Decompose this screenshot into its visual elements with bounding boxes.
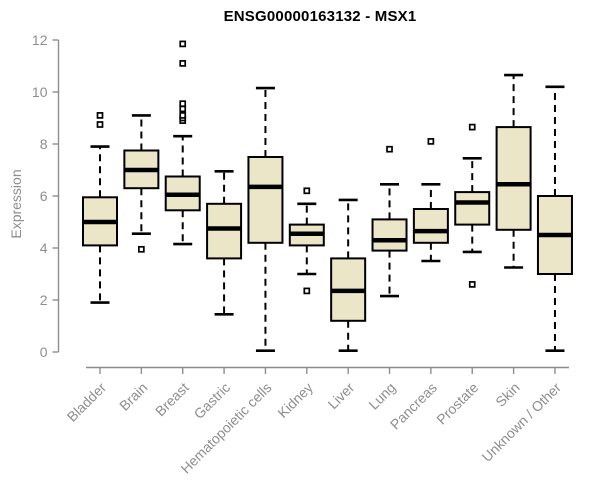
- outlier-point: [138, 245, 145, 253]
- y-tick-label: 0: [40, 344, 48, 360]
- outlier-point: [179, 60, 187, 67]
- x-tick-label: Brain: [116, 379, 150, 413]
- x-tick-label: Kidney: [274, 379, 316, 421]
- box-lung: [371, 218, 408, 252]
- outlier-point: [303, 187, 311, 195]
- x-tick-label: Skin: [492, 379, 523, 410]
- y-tick-label: 8: [40, 136, 48, 152]
- y-tick-label: 12: [32, 32, 48, 48]
- x-tick-label: Breast: [152, 379, 192, 419]
- box-skin: [495, 126, 532, 231]
- outlier-point: [96, 121, 104, 128]
- outlier-point: [386, 145, 393, 153]
- y-tick-label: 2: [40, 292, 48, 308]
- box-hematopoietic-cells: [247, 156, 284, 244]
- outlier-point: [468, 123, 476, 131]
- outlier-point: [179, 105, 187, 113]
- outlier-point: [303, 287, 311, 295]
- x-tick-label: Unknown / Other: [478, 379, 564, 465]
- outlier-point: [179, 112, 187, 119]
- x-tick-label: Lung: [365, 379, 398, 412]
- outlier-point: [427, 138, 435, 145]
- outlier-point: [96, 112, 104, 119]
- outlier-point: [468, 281, 476, 288]
- chart-title: ENSG00000163132 - MSX1: [223, 8, 417, 25]
- outlier-point: [179, 100, 187, 108]
- outlier-point: [179, 40, 187, 48]
- box-gastric: [206, 202, 243, 260]
- y-tick-label: 10: [32, 84, 48, 100]
- x-tick-label: Bladder: [64, 379, 110, 425]
- y-tick-label: 6: [40, 188, 48, 204]
- x-tick-label: Liver: [325, 379, 358, 412]
- box-pancreas: [412, 208, 449, 244]
- y-tick-label: 4: [40, 240, 48, 256]
- box-prostate: [454, 191, 491, 226]
- x-tick-label: Prostate: [433, 379, 481, 427]
